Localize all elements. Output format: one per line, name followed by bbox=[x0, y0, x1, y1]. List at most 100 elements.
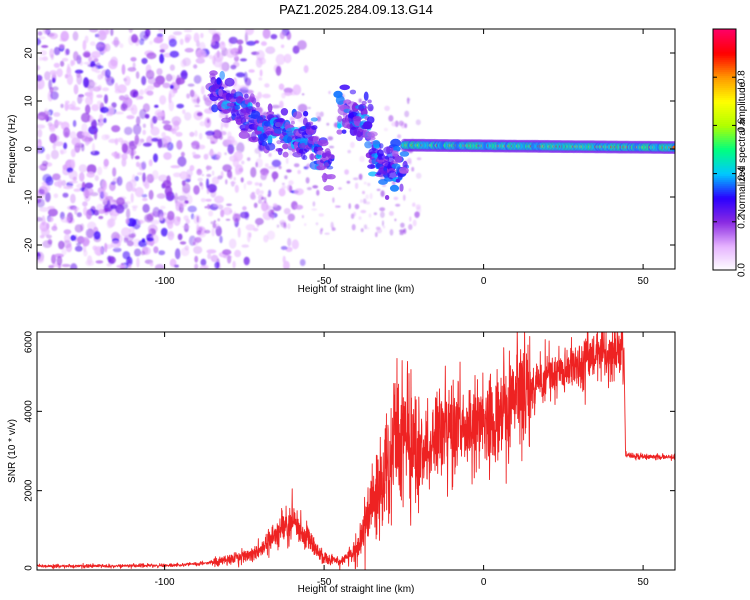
ridge-blob bbox=[275, 118, 284, 123]
spectral-blob bbox=[41, 45, 49, 48]
spectral-blob bbox=[61, 180, 67, 187]
spectral-blob bbox=[285, 157, 289, 165]
y-tick-label: 6000 bbox=[24, 330, 35, 353]
ridge-blob bbox=[397, 172, 403, 180]
spectral-blob bbox=[110, 240, 121, 249]
spectral-blob bbox=[73, 51, 79, 62]
spectral-blob bbox=[231, 47, 240, 52]
ridge-blob bbox=[384, 195, 390, 200]
spectral-blob bbox=[85, 259, 95, 267]
spectral-blob bbox=[102, 87, 109, 92]
spectral-blob bbox=[264, 196, 267, 204]
spectral-blob bbox=[148, 159, 153, 167]
spectral-blob bbox=[299, 259, 306, 266]
spectral-blob bbox=[70, 159, 76, 170]
colorbar-step bbox=[713, 29, 736, 32]
spectral-blob bbox=[89, 116, 95, 122]
colorbar-step bbox=[713, 47, 736, 50]
ridge-blob bbox=[211, 104, 219, 113]
colorbar-step bbox=[713, 83, 736, 86]
spectral-blob bbox=[187, 205, 197, 213]
spectral-blob bbox=[116, 176, 123, 186]
spectral-blob bbox=[170, 165, 181, 169]
ridge-blob bbox=[398, 167, 409, 174]
spectrogram-blobs bbox=[37, 29, 422, 269]
spectral-blob bbox=[52, 77, 56, 84]
colorbar-step bbox=[713, 89, 736, 92]
ridge-blob bbox=[336, 129, 343, 135]
spectral-blob bbox=[159, 43, 169, 51]
colorbar-step bbox=[713, 251, 736, 255]
ridge-blob bbox=[372, 139, 381, 147]
ridge-blob bbox=[365, 136, 376, 141]
spectral-blob bbox=[412, 219, 417, 227]
spectral-blob bbox=[276, 224, 280, 228]
ridge-blob bbox=[326, 174, 336, 180]
ridge-blob bbox=[234, 105, 241, 110]
spectral-blob bbox=[196, 230, 202, 236]
spectral-blob bbox=[92, 86, 101, 92]
spectral-blob bbox=[104, 43, 111, 52]
spectral-blob bbox=[268, 152, 272, 157]
spectral-blob bbox=[50, 149, 59, 160]
spectral-blob bbox=[119, 43, 124, 48]
spectral-blob bbox=[121, 64, 126, 75]
spectral-blob bbox=[258, 152, 262, 158]
ridge-blob bbox=[316, 164, 326, 171]
ridge-blob bbox=[361, 100, 367, 105]
spectral-blob bbox=[125, 218, 130, 225]
spectral-blob bbox=[71, 137, 81, 146]
colorbar-step bbox=[713, 179, 736, 183]
spectral-blob bbox=[194, 263, 199, 269]
colorbar-step bbox=[713, 131, 736, 135]
spectral-blob bbox=[37, 65, 41, 71]
spectral-blob bbox=[96, 100, 102, 106]
spectral-blob bbox=[238, 44, 243, 55]
spectral-blob bbox=[142, 172, 146, 183]
ridge-blob bbox=[274, 121, 283, 128]
colorbar-step bbox=[713, 267, 736, 271]
spectral-blob bbox=[52, 173, 61, 181]
spectral-blob bbox=[153, 153, 158, 163]
spectral-blob bbox=[150, 219, 160, 225]
spectral-blob bbox=[84, 138, 90, 146]
spectral-blob bbox=[215, 154, 220, 161]
y-tick-label: 2000 bbox=[24, 479, 35, 502]
spectral-blob bbox=[110, 56, 118, 67]
spectral-blob bbox=[63, 142, 68, 150]
spectral-blob bbox=[376, 188, 381, 191]
spectral-blob bbox=[207, 253, 212, 260]
colorbar-tick-label: 0.0 bbox=[736, 263, 747, 277]
snr-series bbox=[37, 332, 675, 570]
spectral-blob bbox=[114, 138, 119, 146]
ridge-blob bbox=[216, 77, 222, 85]
spectral-blob bbox=[100, 106, 109, 114]
spectral-blob bbox=[37, 31, 43, 36]
spectral-blob bbox=[76, 212, 82, 218]
spectral-blob bbox=[176, 74, 181, 86]
spectral-blob bbox=[233, 220, 237, 224]
spectral-blob bbox=[63, 240, 72, 249]
spectral-blob bbox=[224, 152, 227, 156]
spectral-blob bbox=[358, 98, 362, 103]
spectral-blob bbox=[248, 232, 252, 238]
spectral-blob bbox=[196, 49, 206, 59]
spectral-blob bbox=[195, 144, 200, 151]
spectral-blob bbox=[175, 131, 183, 137]
spectral-blob bbox=[297, 169, 301, 175]
spectral-blob bbox=[39, 50, 48, 56]
spectral-blob bbox=[207, 151, 217, 156]
colorbar-step bbox=[713, 147, 736, 151]
spectral-blob bbox=[220, 124, 223, 131]
colorbar-step bbox=[713, 161, 736, 165]
colorbar-step bbox=[713, 247, 736, 251]
colorbar-step bbox=[713, 227, 736, 231]
ridge-blob bbox=[358, 104, 364, 112]
spectral-blob bbox=[211, 176, 220, 185]
spectral-blob bbox=[254, 147, 261, 154]
spectral-blob bbox=[411, 166, 415, 172]
spectral-blob bbox=[409, 216, 412, 222]
spectral-blob bbox=[254, 182, 260, 186]
spectral-blob bbox=[108, 256, 116, 264]
spectral-blob bbox=[81, 123, 88, 134]
